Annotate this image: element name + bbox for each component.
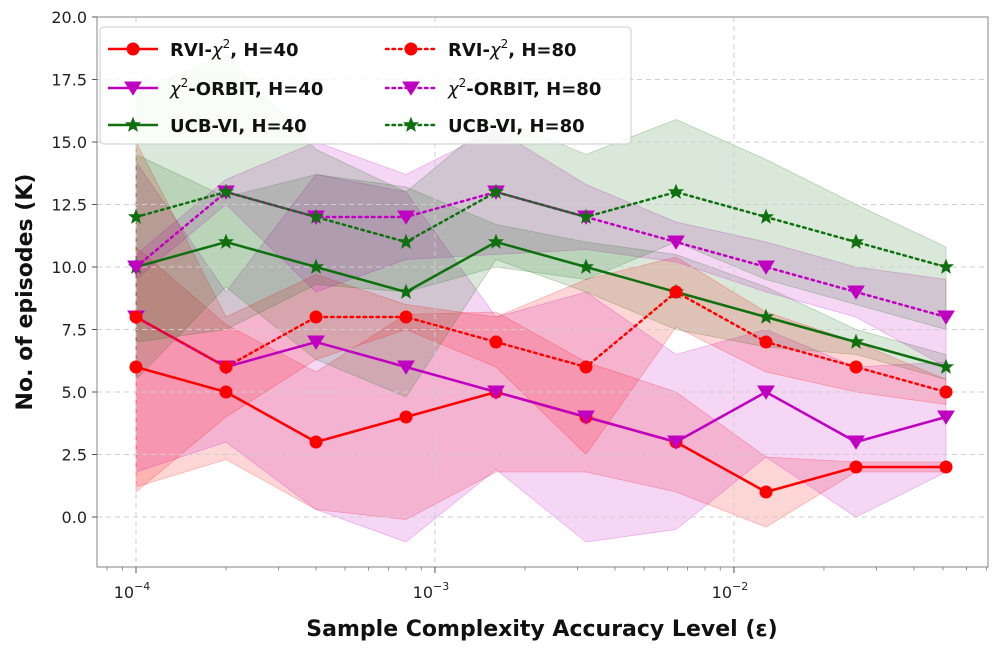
y-tick-label: 7.5 (62, 321, 87, 340)
point-rvi-h-80 (669, 285, 683, 299)
point-ucb-vi-h-40 (847, 333, 865, 349)
point-ucb-vi-h-80 (667, 183, 685, 199)
point-orbit-h-80 (757, 260, 775, 275)
point-orbit-h-40 (847, 435, 865, 450)
y-tick-label: 0.0 (62, 508, 87, 527)
legend-label-ucb-vi-h-40: UCB-VI, H=40 (170, 116, 307, 137)
point-rvi-h-80 (399, 310, 413, 324)
legend: RVI-χ2, H=40 χ2-ORBIT, H=40 UCB-VI, H=40 RV… (99, 26, 632, 145)
point-rvi-h-80 (579, 360, 593, 374)
point-rvi-h-80 (129, 310, 143, 324)
y-tick-label: 15.0 (51, 133, 87, 152)
legend-label-rvi-h-40: RVI-χ2, H=40 (170, 37, 299, 61)
point-ucb-vi-h-40 (937, 358, 955, 374)
point-rvi-h-80 (939, 385, 953, 399)
point-ucb-vi-h-80 (937, 258, 955, 274)
y-tick-label: 17.5 (51, 71, 87, 90)
x-axis-label: Sample Complexity Accuracy Level (ε) (306, 617, 777, 642)
point-ucb-vi-h-80 (307, 208, 325, 224)
legend-box (99, 26, 632, 145)
legend-marker-rvi-h-80 (404, 42, 418, 56)
point-orbit-h-80 (847, 285, 865, 300)
point-ucb-vi-h-40 (487, 233, 505, 249)
legend-marker-rvi-h-40 (126, 42, 140, 56)
point-orbit-h-40 (487, 385, 505, 400)
point-ucb-vi-h-80 (217, 183, 235, 199)
plot-frame (96, 16, 989, 568)
point-rvi-h-40 (129, 360, 143, 374)
point-ucb-vi-h-80 (487, 183, 505, 199)
y-tick-label: 12.5 (51, 196, 87, 215)
point-ucb-vi-h-80 (397, 233, 415, 249)
point-ucb-vi-h-40 (307, 258, 325, 274)
point-ucb-vi-h-80 (757, 208, 775, 224)
point-orbit-h-40 (667, 435, 685, 450)
confidence-bands (135, 54, 947, 543)
x-tick-label: 10−4 (114, 580, 151, 602)
legend-marker-ucb-vi-h-80 (402, 116, 420, 132)
point-ucb-vi-h-40 (397, 283, 415, 299)
series-lines (134, 190, 948, 494)
point-rvi-h-40 (759, 485, 773, 499)
legend-label-orbit-h-40: χ2-ORBIT, H=40 (169, 76, 323, 100)
y-tick-label: 20.0 (51, 8, 87, 27)
point-rvi-h-40 (939, 460, 953, 474)
point-orbit-h-80 (667, 235, 685, 250)
point-orbit-h-80 (127, 260, 145, 275)
y-axis-label: No. of episodes (K) (13, 174, 38, 411)
x-tick-label: 10−3 (413, 580, 450, 602)
point-rvi-h-80 (849, 360, 863, 374)
point-ucb-vi-h-40 (217, 233, 235, 249)
point-rvi-h-40 (849, 460, 863, 474)
point-orbit-h-80 (397, 210, 415, 225)
line-rvi-h-80 (134, 290, 948, 394)
line-ucb-vi-h-40 (135, 240, 947, 369)
point-ucb-vi-h-40 (577, 258, 595, 274)
point-orbit-h-40 (937, 410, 955, 425)
x-tick-label: 10−2 (712, 580, 749, 602)
series-markers (127, 183, 955, 499)
point-rvi-h-80 (219, 360, 233, 374)
point-rvi-h-40 (309, 435, 323, 449)
point-orbit-h-40 (307, 335, 325, 350)
y-axis-ticks: 0.0 2.5 5.0 7.5 10.0 12.5 15.0 17.5 20.0 (51, 8, 97, 527)
point-rvi-h-40 (219, 385, 233, 399)
line-ucb-vi-h-80 (134, 190, 948, 269)
point-ucb-vi-h-80 (577, 208, 595, 224)
x-axis-ticks: 10−4 10−3 10−2 (106, 567, 988, 602)
legend-label-orbit-h-80: χ2-ORBIT, H=80 (447, 76, 601, 100)
point-rvi-h-40 (399, 410, 413, 424)
legend-marker-orbit-h-80 (402, 81, 420, 96)
legend-marker-ucb-vi-h-40 (124, 116, 142, 132)
point-orbit-h-40 (577, 410, 595, 425)
legend-label-rvi-h-80: RVI-χ2, H=80 (448, 37, 577, 61)
point-orbit-h-40 (397, 360, 415, 375)
point-orbit-h-40 (757, 385, 775, 400)
point-ucb-vi-h-40 (757, 308, 775, 324)
legend-marker-orbit-h-40 (124, 81, 142, 96)
point-rvi-h-80 (759, 335, 773, 349)
y-tick-label: 5.0 (62, 383, 87, 402)
y-tick-label: 10.0 (51, 258, 87, 277)
legend-label-ucb-vi-h-80: UCB-VI, H=80 (448, 116, 585, 137)
point-ucb-vi-h-80 (127, 208, 145, 224)
point-rvi-h-80 (489, 335, 503, 349)
line-orbit-h-40 (135, 315, 947, 444)
point-orbit-h-80 (937, 310, 955, 325)
y-tick-label: 2.5 (62, 446, 87, 465)
point-ucb-vi-h-80 (847, 233, 865, 249)
point-rvi-h-80 (309, 310, 323, 324)
band-ucb-vi-h-40 (135, 153, 947, 398)
